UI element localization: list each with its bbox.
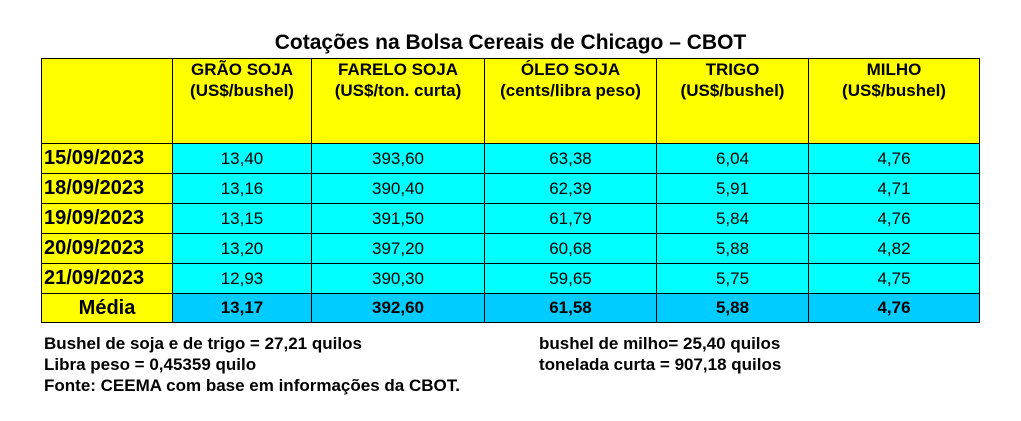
row-date: 21/09/2023 — [41, 263, 173, 294]
average-label: Média — [41, 293, 173, 323]
col-header-farelo-soja: FARELO SOJA (US$/ton. curta) — [311, 58, 485, 144]
cell-oleo-soja: 60,68 — [484, 233, 657, 264]
col-header-unit: (US$/bushel) — [680, 81, 785, 100]
cell-grao-soja: 12,93 — [172, 263, 312, 294]
table-row: 15/09/2023 13,40 393,60 63,38 6,04 4,76 — [41, 143, 980, 174]
cell-trigo: 5,84 — [656, 203, 809, 234]
cell-trigo: 5,91 — [656, 173, 809, 204]
col-header-unit: (cents/libra peso) — [500, 81, 641, 100]
note-bushel-milho: bushel de milho= 25,40 quilos — [539, 334, 781, 353]
header-corner — [41, 58, 173, 144]
cell-milho: 4,75 — [808, 263, 980, 294]
cell-grao-soja: 13,16 — [172, 173, 312, 204]
cell-farelo-soja: 397,20 — [311, 233, 485, 264]
col-header-unit: (US$/bushel) — [190, 81, 294, 100]
row-date: 15/09/2023 — [41, 143, 173, 174]
cell-trigo: 6,04 — [656, 143, 809, 174]
cell-oleo-soja: 59,65 — [484, 263, 657, 294]
cell-grao-soja: 13,15 — [172, 203, 312, 234]
quotes-table: GRÃO SOJA (US$/bushel) FARELO SOJA (US$/… — [41, 58, 980, 323]
row-date: 18/09/2023 — [41, 173, 173, 204]
average-row: Média 13,17 392,60 61,58 5,88 4,76 — [41, 293, 980, 323]
col-header-name: GRÃO SOJA — [190, 60, 294, 79]
avg-oleo-soja: 61,58 — [484, 293, 657, 323]
note-tonelada-curta: tonelada curta = 907,18 quilos — [539, 355, 782, 374]
col-header-name: TRIGO — [705, 60, 760, 79]
col-header-oleo-soja: ÓLEO SOJA (cents/libra peso) — [484, 58, 657, 144]
table-row: 20/09/2023 13,20 397,20 60,68 5,88 4,82 — [41, 233, 980, 264]
col-header-unit: (US$/bushel) — [842, 81, 946, 100]
header-row: GRÃO SOJA (US$/bushel) FARELO SOJA (US$/… — [41, 58, 980, 144]
cell-oleo-soja: 62,39 — [484, 173, 657, 204]
cell-oleo-soja: 61,79 — [484, 203, 657, 234]
note-libra-peso: Libra peso = 0,45359 quilo — [44, 355, 257, 374]
col-header-grao-soja: GRÃO SOJA (US$/bushel) — [172, 58, 312, 144]
col-header-name: MILHO — [866, 60, 922, 79]
cell-farelo-soja: 390,30 — [311, 263, 485, 294]
note-bushel-soja-trigo: Bushel de soja e de trigo = 27,21 quilos — [44, 334, 362, 353]
avg-grao-soja: 13,17 — [172, 293, 312, 323]
cell-trigo: 5,88 — [656, 233, 809, 264]
cell-farelo-soja: 390,40 — [311, 173, 485, 204]
col-header-name: ÓLEO SOJA — [520, 60, 621, 79]
col-header-unit: (US$/ton. curta) — [334, 81, 462, 100]
cell-milho: 4,76 — [808, 203, 980, 234]
cell-oleo-soja: 63,38 — [484, 143, 657, 174]
cell-milho: 4,76 — [808, 143, 980, 174]
row-date: 20/09/2023 — [41, 233, 173, 264]
avg-milho: 4,76 — [808, 293, 980, 323]
col-header-milho: MILHO (US$/bushel) — [808, 58, 980, 144]
note-fonte: Fonte: CEEMA com base em informações da … — [44, 376, 460, 395]
row-date: 19/09/2023 — [41, 203, 173, 234]
table-row: 21/09/2023 12,93 390,30 59,65 5,75 4,75 — [41, 263, 980, 294]
cell-grao-soja: 13,20 — [172, 233, 312, 264]
table-title: Cotações na Bolsa Cereais de Chicago – C… — [274, 31, 747, 54]
table-row: 19/09/2023 13,15 391,50 61,79 5,84 4,76 — [41, 203, 980, 234]
cell-trigo: 5,75 — [656, 263, 809, 294]
cell-farelo-soja: 393,60 — [311, 143, 485, 174]
cell-farelo-soja: 391,50 — [311, 203, 485, 234]
col-header-trigo: TRIGO (US$/bushel) — [656, 58, 809, 144]
col-header-name: FARELO SOJA — [338, 60, 458, 79]
table-row: 18/09/2023 13,16 390,40 62,39 5,91 4,71 — [41, 173, 980, 204]
cell-milho: 4,71 — [808, 173, 980, 204]
avg-trigo: 5,88 — [656, 293, 809, 323]
avg-farelo-soja: 392,60 — [311, 293, 485, 323]
cell-milho: 4,82 — [808, 233, 980, 264]
cell-grao-soja: 13,40 — [172, 143, 312, 174]
